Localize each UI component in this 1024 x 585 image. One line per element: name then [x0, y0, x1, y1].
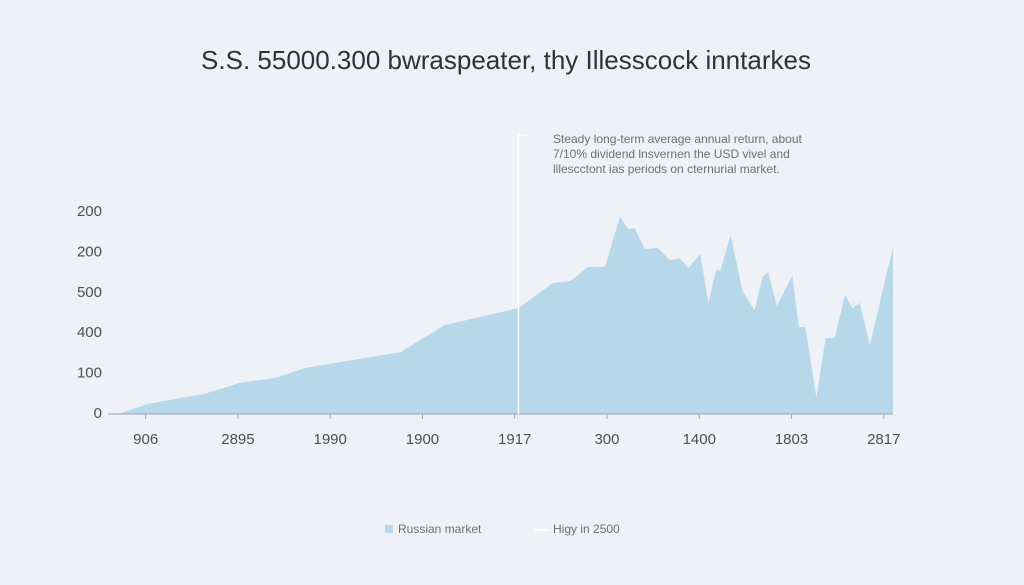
y-tick-label: 400	[77, 324, 102, 341]
x-tick-label: 1900	[406, 431, 439, 448]
x-tick-label: 300	[594, 431, 619, 448]
x-tick-label: 906	[133, 431, 158, 448]
annotation-text: Steady long-term average annual return, …	[553, 132, 802, 146]
y-tick-label: 0	[94, 405, 102, 422]
y-tick-label: 500	[77, 284, 102, 301]
legend-label: Russian market	[398, 522, 482, 536]
x-tick-label: 2895	[221, 431, 254, 448]
annotation-text: lllescctont ias periods on cternurial ma…	[553, 162, 780, 176]
y-tick-label: 200	[77, 203, 102, 220]
x-tick-label: 1990	[314, 431, 347, 448]
x-tick-label: 1400	[683, 431, 716, 448]
x-tick-label: 2817	[867, 431, 900, 448]
annotation-text: 7/10% dividend lnsvernen the USD vivel a…	[553, 147, 790, 161]
legend-label: Higy in 2500	[553, 522, 620, 536]
y-tick-label: 200	[77, 243, 102, 260]
x-tick-label: 1803	[775, 431, 808, 448]
x-tick-label: 1917	[498, 431, 531, 448]
area	[118, 216, 893, 414]
y-tick-label: 100	[77, 365, 102, 382]
legend-swatch	[385, 525, 393, 533]
chart-title: S.S. 55000.300 bwraspeater, thy Illessco…	[201, 45, 811, 75]
